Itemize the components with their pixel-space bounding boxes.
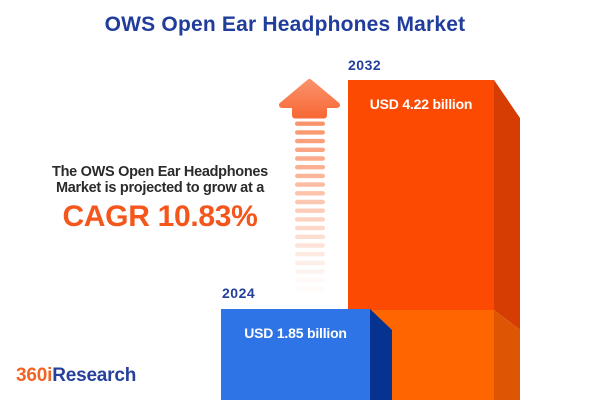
annotation-block: The OWS Open Ear Headphones Market is pr… bbox=[29, 164, 291, 233]
growth-arrow-head-icon bbox=[279, 79, 340, 119]
annotation-line2: Market is projected to grow at a bbox=[56, 180, 264, 196]
bar-2024-side bbox=[370, 309, 392, 400]
logo-prefix: 360i bbox=[16, 365, 53, 386]
bar-value-2032: USD 4.22 billion bbox=[369, 96, 473, 112]
bar-value-2024: USD 1.85 billion bbox=[244, 325, 347, 341]
annotation-line1: The OWS Open Ear Headphones bbox=[52, 164, 268, 180]
bar-2032-side-upper bbox=[494, 80, 520, 330]
bar-label-2032: 2032 bbox=[348, 57, 382, 73]
cagr-value: CAGR 10.83% bbox=[62, 200, 258, 233]
brand-logo: 360iResearch bbox=[16, 365, 136, 387]
growth-arrow-stripes bbox=[295, 121, 325, 292]
bar-label-2024: 2024 bbox=[222, 285, 256, 301]
growth-arrow bbox=[279, 79, 340, 292]
bar-2032-side-lower bbox=[494, 310, 520, 400]
chart-title: OWS Open Ear Headphones Market bbox=[104, 13, 466, 36]
bar-2024 bbox=[221, 309, 392, 400]
bar-2032-front-upper bbox=[348, 80, 494, 310]
logo-suffix: Research bbox=[52, 365, 137, 386]
bar-2024-front bbox=[221, 309, 370, 400]
